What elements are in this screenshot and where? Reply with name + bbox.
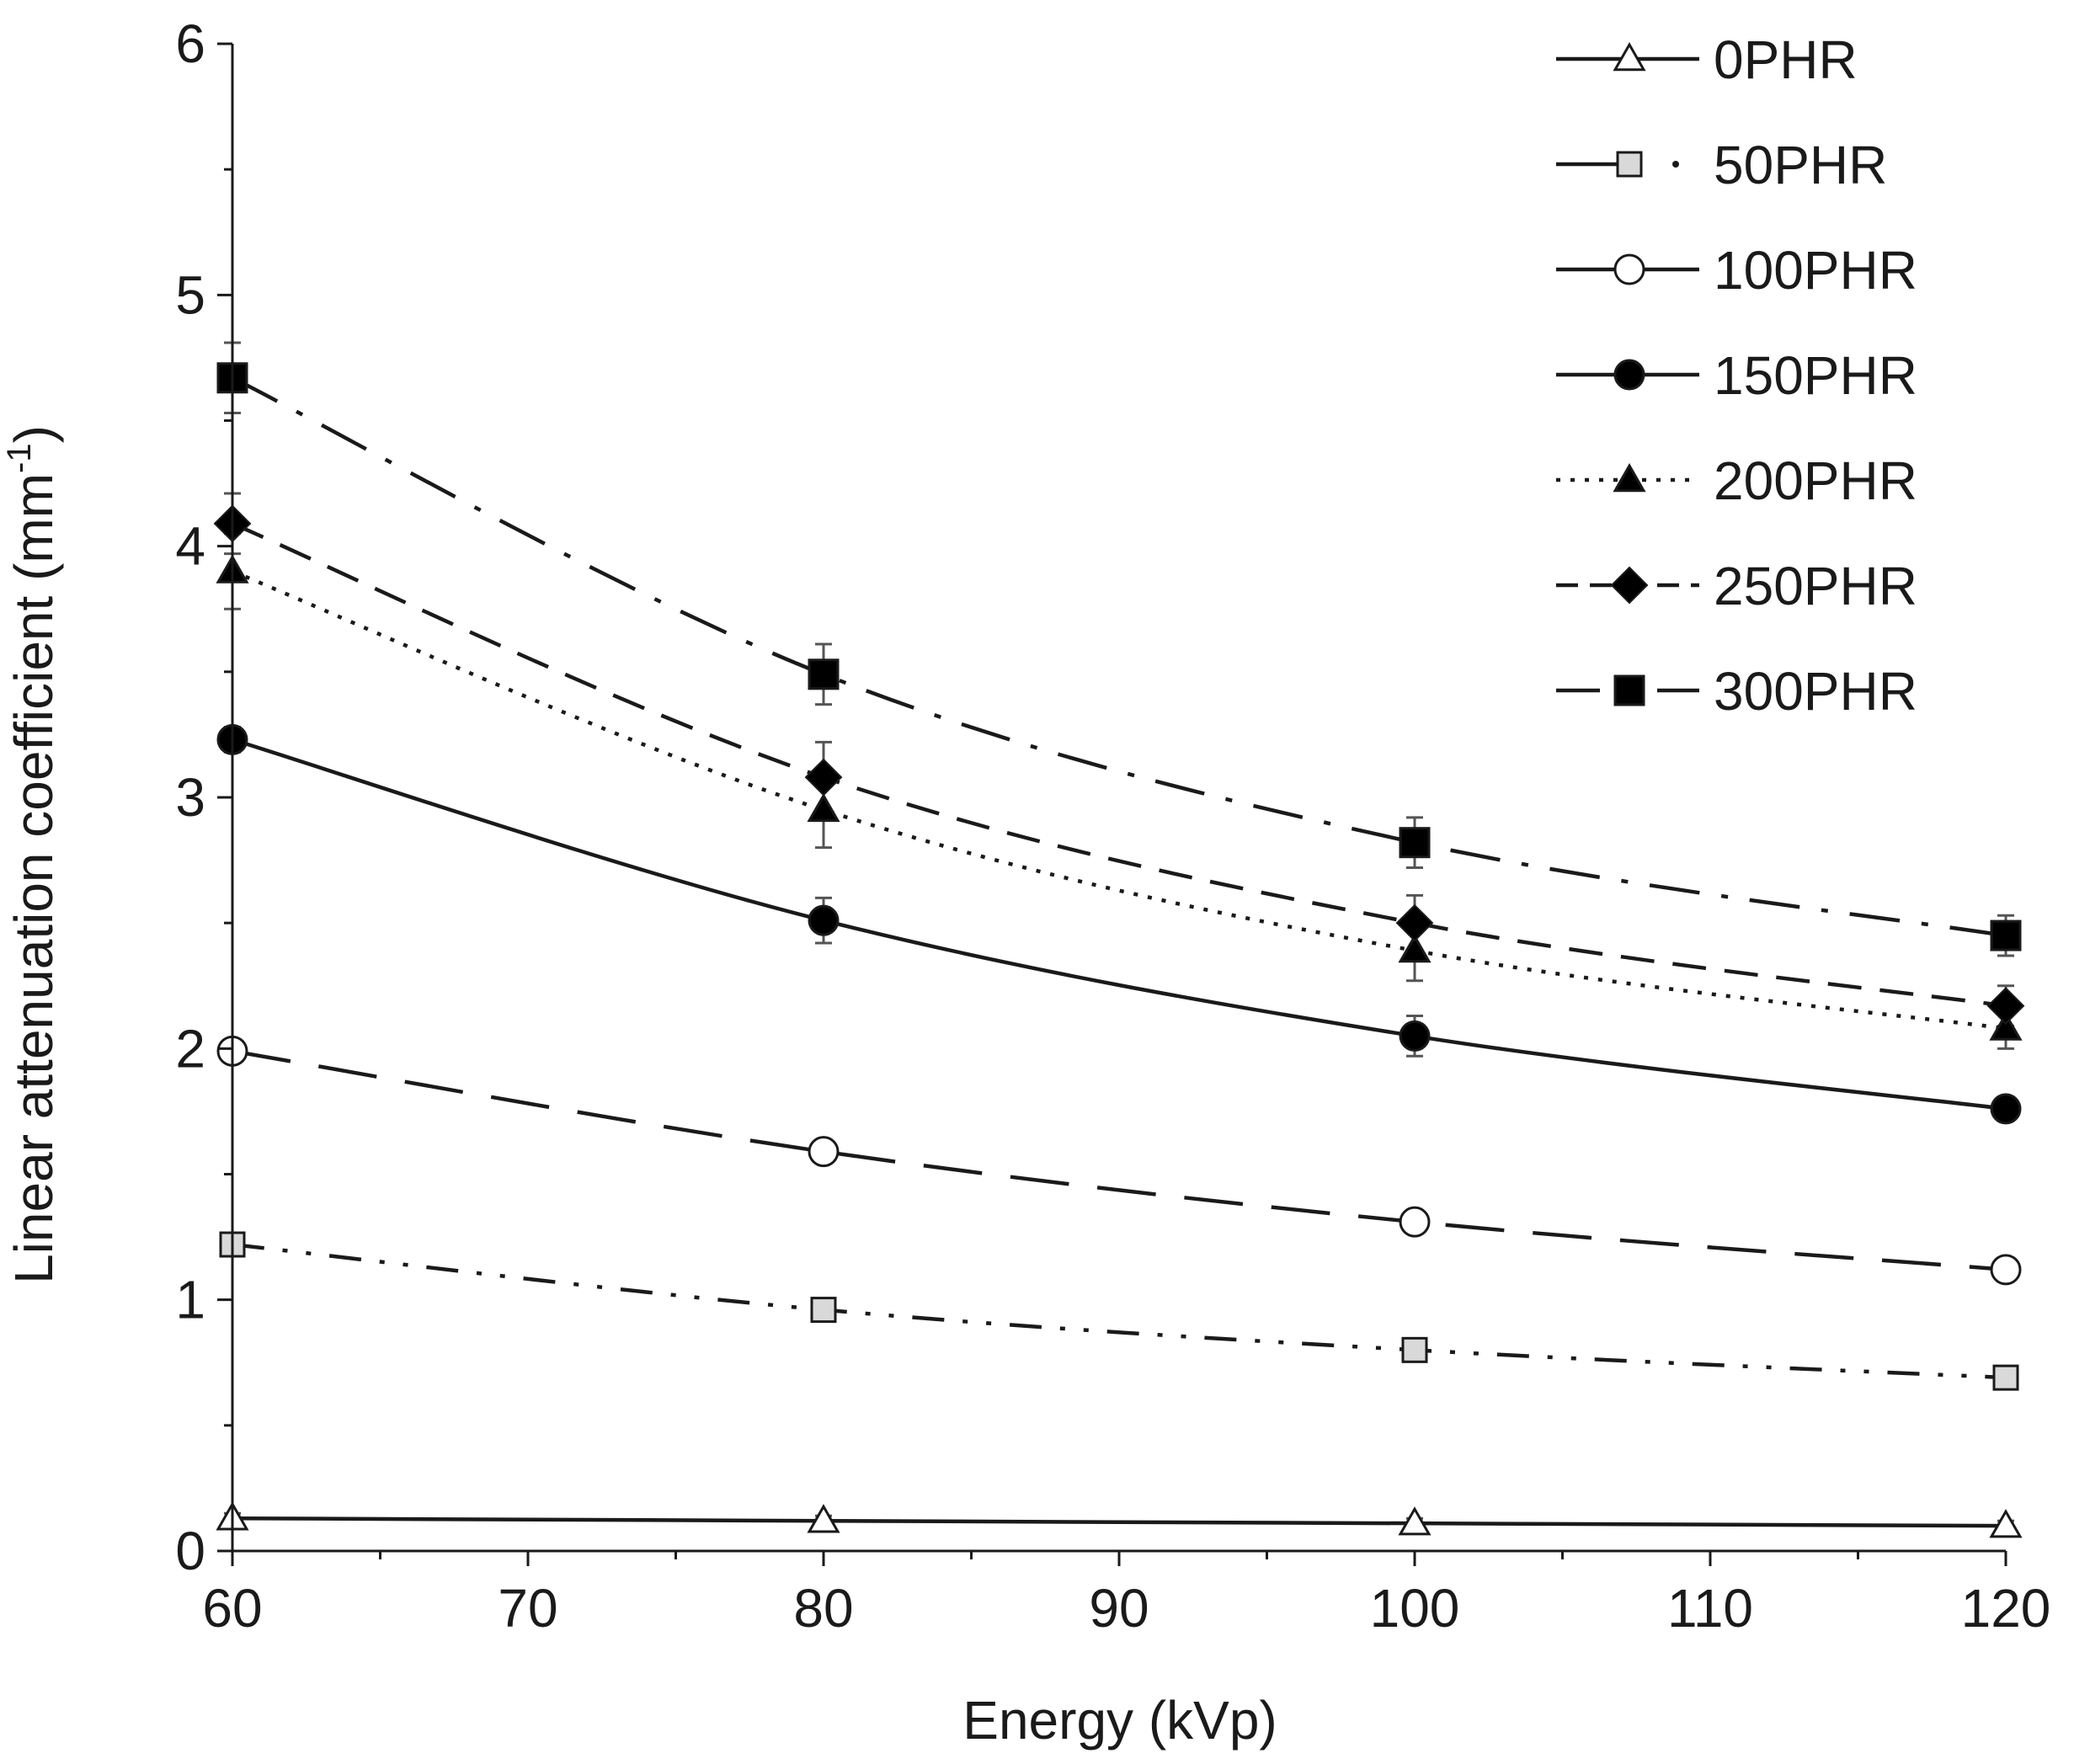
y-axis-ticks: 0 1 2 3 4 5 6: [175, 13, 232, 1581]
legend-marker-200phr: [1613, 462, 1646, 493]
legend-marker-50phr: [1616, 151, 1643, 178]
y-tick-label: 5: [175, 264, 205, 325]
legend-item-200phr: 200PHR: [1556, 450, 1917, 511]
data-point-200phr: [1398, 933, 1432, 963]
series-line-0phr: [232, 1516, 2007, 1528]
legend-dot: [1672, 161, 1679, 168]
x-tick-label: 60: [202, 1578, 262, 1639]
data-point-50phr: [810, 1297, 837, 1324]
data-point-0phr: [1989, 1509, 2023, 1538]
legend-label-100phr: 100PHR: [1714, 240, 1917, 301]
x-axis-title: Energy (kVp): [962, 1690, 1277, 1751]
data-point-100phr: [1399, 1206, 1431, 1238]
x-tick-label: 120: [1961, 1578, 2051, 1639]
y-axis-title-close: ): [3, 425, 64, 443]
legend-label-300phr: 300PHR: [1714, 661, 1917, 722]
data-point-300phr: [1399, 827, 1431, 859]
legend-label-150phr: 150PHR: [1714, 345, 1917, 406]
data-point-300phr: [1990, 919, 2022, 951]
legend-item-100phr: 100PHR: [1556, 240, 1917, 301]
legend-marker-100phr: [1613, 253, 1645, 285]
legend-label-50phr: 50PHR: [1714, 135, 1887, 195]
data-point-250phr: [1395, 903, 1434, 942]
series-line-200phr: [232, 569, 2007, 1031]
data-point-300phr: [808, 658, 840, 690]
x-axis-ticks: 60 70 80 90 100 110 120: [202, 1551, 2050, 1639]
data-point-150phr: [1399, 1020, 1431, 1052]
y-tick-label: 1: [175, 1270, 205, 1330]
x-tick-label: 70: [498, 1578, 557, 1639]
y-tick-label: 4: [175, 516, 205, 577]
series-line-300phr: [231, 376, 2007, 938]
data-point-50phr: [1401, 1336, 1428, 1363]
data-point-50phr: [1992, 1364, 2019, 1391]
data-point-200phr: [807, 792, 840, 823]
legend-item-250phr: 250PHR: [1556, 556, 1917, 616]
legend-label-200phr: 200PHR: [1714, 450, 1917, 511]
data-markers: [213, 362, 2025, 1538]
legend-item-50phr: 50PHR: [1556, 135, 1887, 195]
y-tick-label: 3: [175, 767, 205, 828]
data-point-0phr: [807, 1504, 840, 1533]
data-point-150phr: [808, 904, 840, 936]
data-point-100phr: [1990, 1254, 2022, 1286]
legend-label-250phr: 250PHR: [1714, 556, 1917, 616]
data-point-250phr: [1986, 987, 2025, 1026]
data-point-200phr: [1989, 1011, 2023, 1041]
legend-marker-300phr: [1613, 674, 1645, 706]
y-axis-title-superscript: -1: [1, 443, 38, 473]
legend-item-150phr: 150PHR: [1556, 345, 1917, 406]
series-line-50phr: [232, 1242, 2007, 1380]
error-bars: [224, 341, 2014, 1532]
y-tick-label: 0: [175, 1521, 205, 1581]
legend-marker-0phr: [1613, 41, 1646, 72]
y-axis-title-main: Linear attenuation coefficient (mm: [3, 473, 64, 1284]
y-tick-label: 2: [175, 1018, 205, 1079]
legend-marker-150phr: [1613, 359, 1645, 391]
y-axis-title: Linear attenuation coefficient (mm-1): [1, 425, 64, 1284]
x-tick-label: 110: [1667, 1578, 1753, 1639]
data-point-250phr: [804, 758, 843, 797]
series-line-250phr: [232, 521, 2007, 1008]
legend-label-0phr: 0PHR: [1714, 29, 1858, 90]
legend: 0PHR 50PHR 100PHR 150PHR 200PHR 250PHR 300PHR: [1556, 29, 1917, 722]
data-point-0phr: [1398, 1506, 1432, 1536]
legend-marker-250phr: [1610, 566, 1649, 605]
legend-item-300phr: 300PHR: [1556, 661, 1917, 722]
y-tick-label: 6: [175, 13, 205, 74]
x-tick-label: 80: [793, 1578, 853, 1639]
series-line-100phr: [232, 1049, 2007, 1272]
series-line-150phr: [232, 738, 2007, 1111]
x-tick-label: 100: [1370, 1578, 1460, 1639]
plot-area: [231, 376, 2007, 1528]
data-point-100phr: [808, 1136, 840, 1168]
data-point-150phr: [1990, 1093, 2022, 1125]
legend-item-0phr: 0PHR: [1556, 29, 1858, 90]
x-tick-label: 90: [1089, 1578, 1149, 1639]
